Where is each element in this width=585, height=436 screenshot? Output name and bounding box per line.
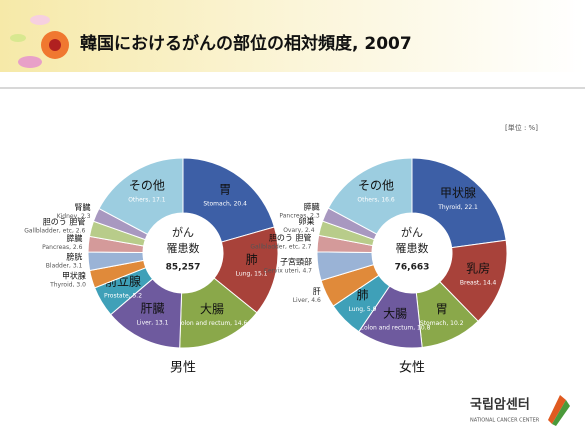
slice-value-label: Prostate, 5.2 [104,293,142,300]
slice-value-label: Cervix uteri, 4.7 [264,268,313,275]
center-label: 罹患数 [396,242,429,255]
slice-value-label: Stomach, 20.4 [203,201,247,208]
slice-value-label: Ovary, 2.4 [283,227,315,234]
slice-value-label: Bladder, 3.1 [46,262,83,269]
slice-category: 腎臓 [75,202,91,212]
center-total: 85,257 [166,263,201,273]
slice-category: その他 [129,179,165,193]
slice-category: 膀胱 [66,251,82,261]
slice-value-label: Colon and rectum, 14.6 [177,320,248,327]
slice-category: 子宮頸部 [280,257,312,267]
slice-value-label: Pancreas, 2.6 [42,244,82,251]
slice-category: 胃 [436,302,448,316]
slice-value-label: Lung, 5.9 [348,306,376,313]
slice-category: 肺 [356,288,368,302]
slice-value-label: Kidney, 2.3 [57,213,91,220]
slice-category: 膵臓 [304,202,320,212]
center-total: 76,663 [395,263,430,273]
slice-value-label: Thyroid, 22.1 [437,204,478,211]
slice-value-label: Thyroid, 3.0 [49,281,86,288]
slice-category: 大腸 [200,302,224,316]
slice-category: 甲状腺 [62,270,86,280]
center-label: 罹患数 [167,242,200,255]
unit-label: [単位 : %] [505,123,538,132]
slice-category: 大腸 [383,306,407,320]
slice-category: 肺 [246,252,258,266]
logo-sub: NATIONAL CANCER CENTER [470,418,540,424]
slice-category: 肝臓 [141,302,165,316]
logo-name: 국립암센터 [470,397,530,413]
chart-label: 男性 [170,361,196,376]
center-label: がん [401,225,423,239]
center-label: がん [172,225,194,239]
slice-category: 胃 [219,183,231,197]
slice-category: 肝 [313,287,321,296]
slice-value-label: Liver, 4.6 [293,297,321,304]
slice-value-label: Pancreas, 2.3 [279,213,319,220]
slide-title: 韓国におけるがんの部位の相対頻度, 2007 [80,33,412,54]
logo: 국립암센터 NATIONAL CANCER CENTER [470,395,570,426]
slice-value-label: Gallbladder, etc, 2.7 [250,244,311,251]
slice-category: 乳房 [466,260,490,275]
slice-value-label: Gallbladder, etc, 2.6 [24,228,85,235]
slide: 韓国におけるがんの部位の相対頻度, 2007 [単位 : %] 胃 Stomach… [0,0,585,436]
slice-value-label: Others, 16.6 [357,196,395,203]
slice-category: 甲状腺 [440,186,476,200]
slice-category: その他 [358,178,394,192]
slice-value-label: Others, 17.1 [128,197,166,204]
slice-value-label: Breast, 14.4 [460,279,497,286]
slice-value-label: Colon and rectum, 10.8 [360,324,431,331]
slice-value-label: Liver, 13.1 [137,320,169,327]
chart-label: 女性 [399,360,425,376]
